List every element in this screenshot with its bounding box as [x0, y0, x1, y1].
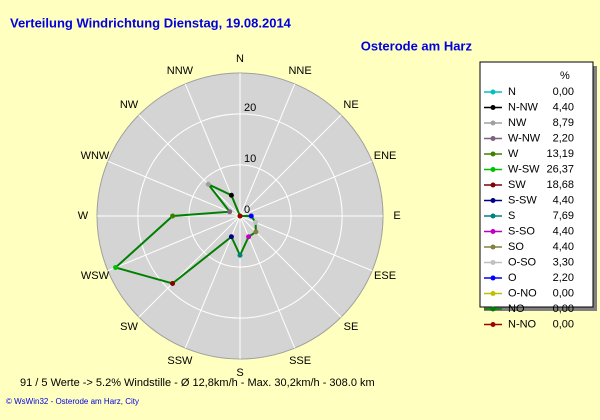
legend-marker	[490, 291, 496, 296]
legend-marker	[490, 151, 496, 157]
spoke	[138, 215, 241, 318]
legend-marker	[490, 229, 496, 234]
point	[170, 280, 176, 286]
legend-marker	[490, 260, 496, 265]
legend-value: 18,68	[546, 179, 574, 191]
legend-marker	[490, 105, 496, 110]
legend-label: SW	[508, 179, 526, 191]
legend-value: 26,37	[546, 163, 574, 175]
legend-value: 2,20	[553, 272, 574, 284]
legend-header: %	[560, 70, 570, 82]
point	[113, 265, 119, 271]
r-tick-label: 20	[244, 102, 256, 114]
point	[253, 219, 259, 225]
legend-marker	[490, 275, 496, 281]
r-tick-label: 0	[244, 204, 250, 216]
direction-label: SSW	[167, 355, 193, 367]
legend-value: 0,00	[553, 287, 574, 299]
chart-subtitle: Osterode am Harz	[361, 38, 473, 53]
direction-label: W	[78, 210, 89, 222]
legend-marker	[490, 198, 496, 203]
legend-label: N	[508, 86, 516, 98]
chart-title: Verteilung Windrichtung Dienstag, 19.08.…	[10, 15, 292, 30]
legend-value: 7,69	[553, 210, 574, 222]
direction-label: ENE	[374, 150, 397, 162]
point	[237, 252, 243, 258]
direction-label: E	[393, 210, 400, 222]
legend-value: 0,00	[553, 303, 574, 315]
legend-value: 13,19	[546, 148, 574, 160]
legend-label: S-SO	[508, 225, 535, 237]
spoke	[138, 114, 241, 217]
direction-label: NW	[120, 99, 139, 111]
spoke	[107, 215, 241, 272]
legend-marker	[490, 322, 496, 327]
legend-label: N-NO	[508, 318, 537, 330]
legend-marker	[490, 213, 496, 219]
point	[248, 213, 254, 219]
legend-label: W-SW	[508, 163, 540, 175]
legend-label: O	[508, 272, 517, 284]
direction-label: WSW	[81, 270, 110, 282]
legend-label: W	[508, 148, 519, 160]
footer: 91 / 5 Werte -> 5.2% Windstille - Ø 12,8…	[20, 377, 375, 389]
spoke	[239, 83, 296, 217]
legend-label: W-NW	[508, 132, 541, 144]
direction-label: ESE	[374, 270, 396, 282]
point	[228, 192, 234, 198]
direction-label: SSE	[289, 355, 311, 367]
point	[237, 213, 243, 219]
grid-ring	[188, 164, 292, 268]
legend-marker	[490, 182, 496, 188]
legend-value: 4,40	[553, 225, 574, 237]
direction-label: SE	[344, 321, 359, 333]
legend-label: S-SW	[508, 194, 537, 206]
legend-label: SO	[508, 241, 524, 253]
legend-label: O-SO	[508, 256, 537, 268]
legend-marker	[490, 89, 496, 95]
legend-label: NW	[508, 117, 527, 129]
r-tick-label: 10	[244, 153, 256, 165]
spoke	[107, 160, 241, 217]
legend-value: 2,20	[553, 132, 574, 144]
point	[253, 229, 259, 235]
credit: © WsWin32 - Osterode am Harz, City	[6, 397, 139, 406]
legend-value: 0,00	[553, 86, 574, 98]
spoke	[239, 215, 373, 272]
legend-marker	[490, 306, 496, 312]
direction-label: NE	[343, 99, 358, 111]
spoke	[239, 160, 373, 217]
legend-value: 4,40	[553, 194, 574, 206]
legend-label: O-NO	[508, 287, 537, 299]
legend-label: S	[508, 210, 515, 222]
point	[170, 213, 176, 219]
spoke	[239, 114, 342, 217]
legend-marker	[490, 167, 496, 172]
legend-value: 3,30	[553, 256, 574, 268]
grid-ring	[137, 113, 343, 319]
direction-label: NNE	[288, 65, 311, 77]
legend-value: 0,00	[553, 318, 574, 330]
legend-marker	[490, 120, 496, 126]
legend-marker	[490, 136, 496, 141]
legend-value: 4,40	[553, 101, 574, 113]
direction-label: NNW	[167, 65, 194, 77]
legend-label: N-NW	[508, 101, 539, 113]
direction-label: S	[236, 367, 243, 379]
legend-marker	[490, 244, 496, 250]
direction-label: WNW	[81, 150, 110, 162]
legend-label: NO	[508, 303, 525, 315]
legend-value: 4,40	[553, 241, 574, 253]
point	[227, 209, 233, 215]
direction-label: SW	[120, 321, 138, 333]
point	[246, 234, 252, 240]
point	[205, 181, 211, 187]
point	[228, 234, 234, 240]
legend-value: 8,79	[553, 117, 574, 129]
direction-label: N	[236, 53, 244, 65]
